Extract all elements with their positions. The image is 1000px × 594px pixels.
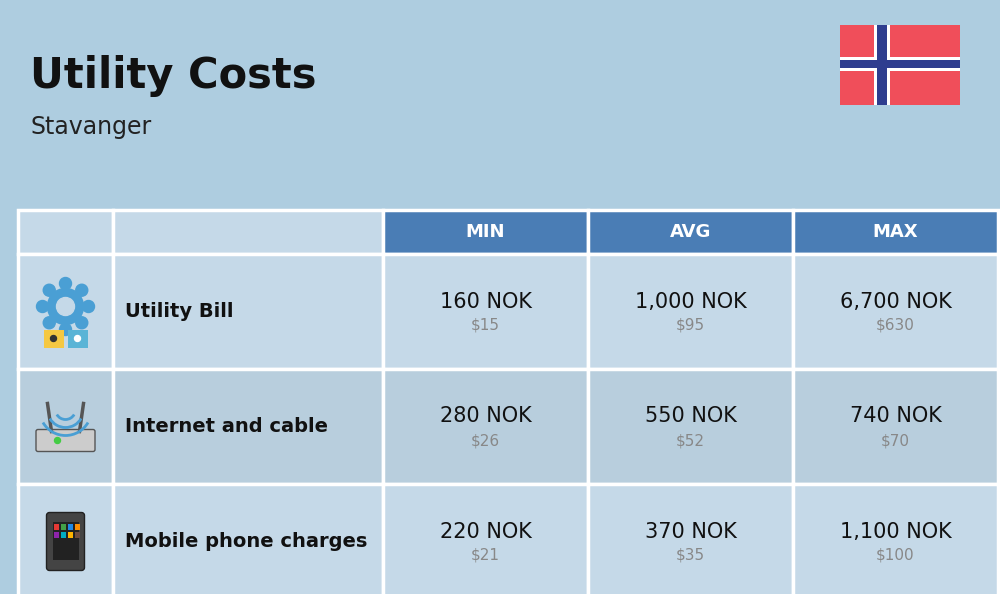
- FancyBboxPatch shape: [36, 429, 95, 451]
- Bar: [18, 484, 113, 594]
- Bar: [74, 523, 80, 529]
- Bar: [44, 330, 64, 347]
- Text: 740 NOK: 740 NOK: [850, 406, 941, 426]
- Text: 220 NOK: 220 NOK: [440, 522, 531, 542]
- Bar: [383, 254, 588, 369]
- FancyBboxPatch shape: [46, 513, 84, 570]
- Bar: [113, 484, 383, 594]
- Text: $35: $35: [676, 548, 705, 563]
- Text: Utility Costs: Utility Costs: [30, 55, 316, 97]
- Text: Internet and cable: Internet and cable: [125, 417, 328, 436]
- Bar: [793, 484, 998, 594]
- Bar: [18, 369, 113, 484]
- Bar: [54, 532, 58, 538]
- Bar: [588, 254, 793, 369]
- Circle shape: [76, 317, 88, 328]
- Bar: [68, 532, 72, 538]
- Circle shape: [60, 324, 72, 336]
- Circle shape: [50, 336, 56, 342]
- Bar: [68, 523, 72, 529]
- Bar: [113, 210, 383, 254]
- Text: $630: $630: [876, 318, 915, 333]
- Text: $100: $100: [876, 548, 915, 563]
- Bar: [18, 254, 113, 369]
- Bar: [840, 57, 960, 71]
- Text: 370 NOK: 370 NOK: [645, 522, 736, 542]
- Bar: [52, 522, 78, 560]
- Bar: [54, 523, 58, 529]
- Bar: [588, 484, 793, 594]
- Circle shape: [56, 298, 74, 315]
- Circle shape: [54, 438, 60, 444]
- Bar: [588, 369, 793, 484]
- Bar: [113, 254, 383, 369]
- Text: MIN: MIN: [466, 223, 505, 241]
- Circle shape: [48, 289, 84, 324]
- Bar: [60, 523, 66, 529]
- Text: 280 NOK: 280 NOK: [440, 406, 531, 426]
- Bar: [793, 210, 998, 254]
- Text: 160 NOK: 160 NOK: [440, 292, 532, 311]
- Circle shape: [36, 301, 48, 312]
- Text: $52: $52: [676, 433, 705, 448]
- Text: $26: $26: [471, 433, 500, 448]
- Text: $21: $21: [471, 548, 500, 563]
- Text: Stavanger: Stavanger: [30, 115, 151, 139]
- Bar: [18, 210, 113, 254]
- Text: 1,100 NOK: 1,100 NOK: [840, 522, 951, 542]
- Text: 1,000 NOK: 1,000 NOK: [635, 292, 746, 311]
- Circle shape: [43, 285, 55, 296]
- Circle shape: [60, 277, 72, 289]
- Text: Mobile phone charges: Mobile phone charges: [125, 532, 367, 551]
- Bar: [74, 532, 80, 538]
- Text: $15: $15: [471, 318, 500, 333]
- Bar: [383, 369, 588, 484]
- Bar: [793, 254, 998, 369]
- Bar: [840, 25, 960, 105]
- Bar: [877, 25, 887, 105]
- Text: AVG: AVG: [670, 223, 711, 241]
- Bar: [383, 210, 588, 254]
- Text: Utility Bill: Utility Bill: [125, 302, 234, 321]
- Bar: [793, 369, 998, 484]
- Text: $95: $95: [676, 318, 705, 333]
- Bar: [588, 210, 793, 254]
- Bar: [113, 369, 383, 484]
- Bar: [68, 330, 88, 347]
- Bar: [840, 60, 960, 68]
- Circle shape: [43, 317, 55, 328]
- Circle shape: [82, 301, 94, 312]
- Text: 550 NOK: 550 NOK: [645, 406, 736, 426]
- Bar: [874, 25, 890, 105]
- Bar: [60, 532, 66, 538]
- Text: $70: $70: [881, 433, 910, 448]
- Circle shape: [74, 336, 80, 342]
- Bar: [383, 484, 588, 594]
- Text: 6,700 NOK: 6,700 NOK: [840, 292, 951, 311]
- Circle shape: [76, 285, 88, 296]
- Text: MAX: MAX: [873, 223, 918, 241]
